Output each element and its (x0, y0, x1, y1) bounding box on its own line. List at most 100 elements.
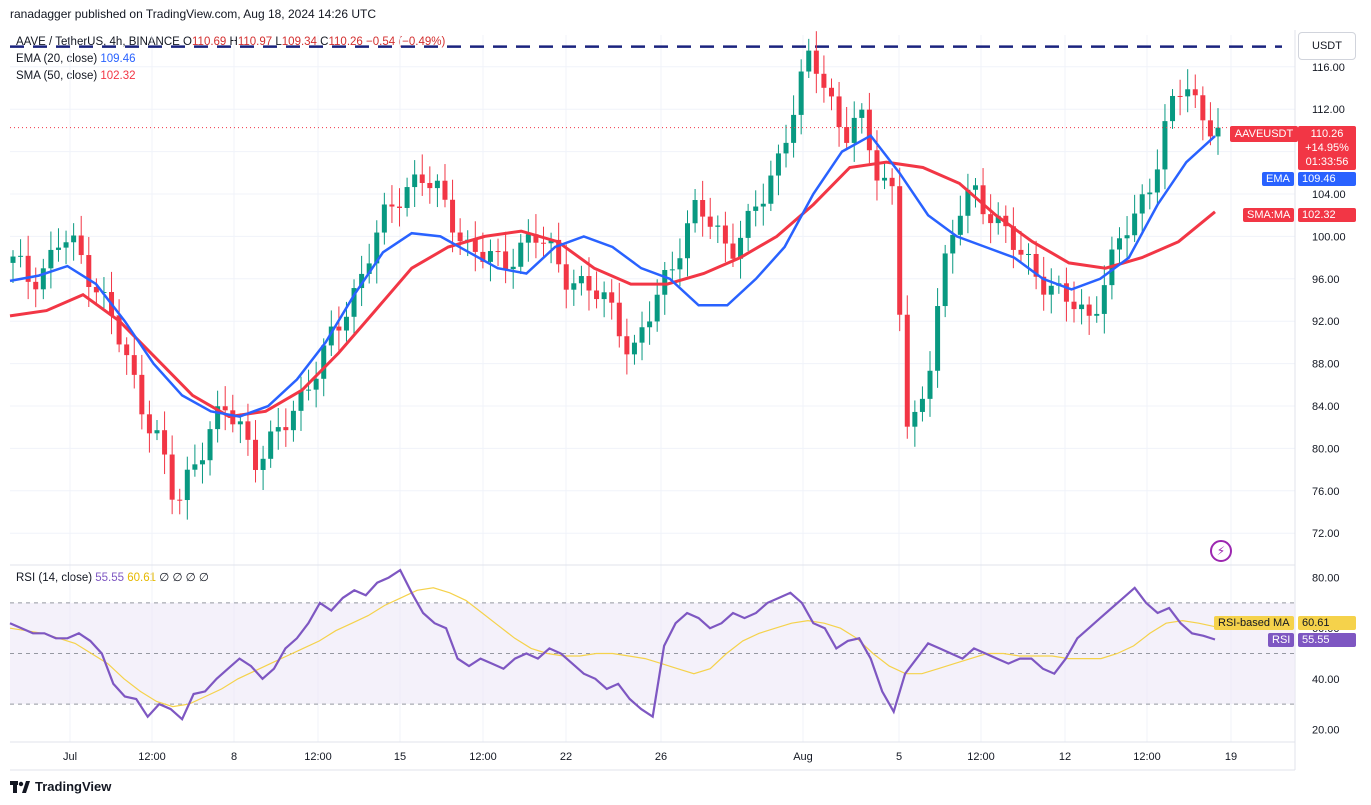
candle-body (912, 411, 918, 427)
candle-body (609, 292, 615, 303)
grid (10, 35, 1295, 742)
candle-body (184, 469, 190, 501)
countdown: 01:33:56 (1305, 156, 1349, 168)
candle-body (33, 281, 39, 290)
candle-body (25, 255, 31, 282)
candle-body (1018, 249, 1024, 255)
low-value: 109.34 (281, 36, 317, 48)
price-tick-label: 88.00 (1312, 359, 1340, 371)
symbol-title[interactable]: AAVE / TetherUS, 4h, BINANCE (16, 36, 180, 48)
candle-body (594, 290, 600, 300)
candle-body (1086, 304, 1092, 316)
candle-body (503, 251, 509, 270)
candle-body (283, 427, 289, 431)
candle-body (738, 237, 744, 259)
lightning-alert-icon[interactable]: ⚡ (1210, 540, 1232, 562)
candle-body (571, 283, 577, 290)
sma-legend-row[interactable]: SMA (50, close) 102.32 (16, 68, 445, 85)
candle-body (1094, 313, 1100, 316)
candle-body (154, 430, 160, 434)
candle-body (548, 239, 554, 244)
candle-body (1147, 192, 1153, 195)
candle-body (904, 314, 910, 427)
candle-body (18, 255, 24, 257)
last-price-box: 110.26 +14.95% 01:33:56 (1298, 126, 1356, 170)
time-tick-label: Aug (793, 751, 813, 763)
candle-body (290, 410, 296, 431)
ema-legend-row[interactable]: EMA (20, close) 109.46 (16, 51, 445, 68)
time-tick-label: 22 (560, 751, 572, 763)
candle-body (654, 294, 660, 322)
candle-body (328, 326, 334, 346)
price-tick-label: 96.00 (1312, 274, 1340, 286)
candle-body (351, 288, 357, 317)
candle-body (450, 199, 456, 233)
candle-body (942, 253, 948, 307)
candle-body (798, 71, 804, 115)
currency-button[interactable]: USDT (1298, 32, 1356, 60)
candle-body (374, 232, 380, 264)
close-label: C (320, 36, 329, 48)
candle-body (78, 235, 84, 256)
candle-body (988, 214, 994, 224)
time-axis[interactable]: Jul 12:00 8 12:00 15 12:00 22 26 Aug 5 12:00 12 12:0… (63, 751, 1237, 763)
sma-legend-label: SMA (50, close) (16, 70, 98, 82)
candle-body (510, 266, 516, 270)
candle-body (783, 142, 789, 154)
candle-body (245, 421, 251, 440)
candles (10, 31, 1221, 520)
candle-body (950, 234, 956, 254)
candle-body (207, 429, 213, 461)
rsi-axis-value: 55.55 (1298, 633, 1356, 647)
price-tick-label: 84.00 (1312, 401, 1340, 413)
price-tick-label: 100.00 (1312, 231, 1346, 243)
open-label: O (183, 36, 192, 48)
sma-axis-tag: SMA:MA (1243, 208, 1295, 222)
candle-body (55, 247, 61, 250)
change-value: −0.54 (−0.49%) (366, 36, 446, 48)
candle-body (1041, 276, 1047, 295)
time-tick-label: 8 (231, 751, 237, 763)
candle-body (1215, 127, 1221, 137)
rsi-ma-legend-value: 60.61 (127, 572, 157, 584)
rsi-legend[interactable]: RSI (14, close) 55.55 60.61 ∅ ∅ ∅ ∅ (16, 570, 209, 587)
tradingview-mark-icon (10, 780, 30, 793)
rsi-tick-label: 80.00 (1312, 573, 1340, 585)
price-tick-label: 76.00 (1312, 486, 1340, 498)
price-tick-label: 116.00 (1312, 62, 1345, 74)
time-tick-label: Jul (63, 751, 77, 763)
candle-body (427, 182, 433, 189)
tradingview-logo[interactable]: TradingView (10, 779, 111, 794)
candle-body (775, 153, 781, 176)
ema-legend-label: EMA (20, close) (16, 53, 98, 65)
last-price-value: 110.26 (1310, 128, 1344, 140)
candle-body (1101, 285, 1107, 314)
candle-body (753, 206, 759, 211)
candle-body (1170, 95, 1176, 122)
time-tick-label: 5 (896, 751, 902, 763)
candle-body (541, 242, 547, 244)
candle-body (692, 200, 698, 224)
tradingview-text: TradingView (35, 779, 112, 794)
candle-body (63, 242, 69, 248)
rsi-tick-label: 20.00 (1312, 724, 1340, 736)
candle-body (828, 87, 834, 97)
time-tick-label: 12:00 (304, 751, 332, 763)
candle-body (1010, 226, 1016, 250)
ema-legend-value: 109.46 (100, 53, 136, 65)
candle-body (389, 204, 395, 207)
candle-body (404, 187, 410, 208)
candle-body (556, 239, 562, 265)
close-value: 110.26 (328, 36, 363, 48)
low-label: L (275, 36, 282, 48)
candle-body (1033, 253, 1039, 277)
candle-body (745, 210, 751, 238)
candle-body (487, 251, 493, 262)
time-tick-label: 12:00 (138, 751, 166, 763)
candle-body (162, 430, 168, 455)
candle-body (298, 390, 304, 411)
candle-body (821, 73, 827, 88)
candle-body (639, 327, 645, 343)
